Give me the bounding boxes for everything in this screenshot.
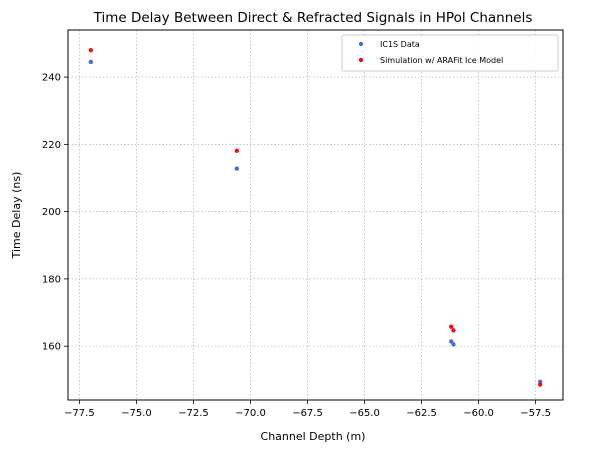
legend-marker-simulation — [358, 57, 364, 63]
x-tick-label: −72.5 — [178, 408, 209, 419]
x-tick-label: −65.0 — [349, 408, 380, 419]
data-point-simulation — [537, 382, 543, 387]
data-point-ic1s — [88, 59, 94, 65]
x-tick-label: −67.5 — [292, 408, 323, 419]
y-tick-label: 160 — [42, 342, 61, 353]
data-point-simulation — [88, 47, 94, 53]
y-tick-label: 180 — [42, 274, 61, 285]
plot-frame — [67, 29, 564, 401]
legend-marker-ic1s — [358, 41, 364, 47]
x-axis-label: Channel Depth (m) — [261, 430, 366, 443]
x-tick-label: −70.0 — [235, 408, 266, 419]
y-tick-label: 200 — [42, 207, 61, 218]
y-tick-label: 220 — [42, 140, 61, 151]
plot-area — [68, 30, 563, 400]
y-tick-label: 240 — [42, 73, 61, 84]
x-tick-label: −77.5 — [64, 408, 95, 419]
y-axis-ticks: 160 180 200 220 240 — [42, 73, 68, 353]
grid-lines — [68, 30, 563, 400]
y-axis-label: Time Delay (ns) — [10, 172, 23, 260]
chart-title: Time Delay Between Direct & Refracted Si… — [93, 10, 533, 26]
data-points — [88, 47, 543, 387]
x-tick-label: −57.5 — [520, 408, 551, 419]
legend-label-ic1s: IC1S Data — [380, 40, 420, 49]
legend-label-simulation: Simulation w/ ARAFit Ice Model — [380, 56, 503, 65]
data-point-simulation — [449, 324, 454, 329]
x-axis-ticks: −77.5 −75.0 −72.5 −70.0 −67.5 −65.0 −62.5 −60.0… — [64, 400, 551, 419]
data-point-ic1s — [234, 166, 240, 171]
legend-box — [341, 34, 559, 72]
data-point-simulation — [234, 148, 240, 153]
data-point-ic1s — [451, 342, 456, 347]
x-tick-label: −60.0 — [463, 408, 494, 419]
x-tick-label: −62.5 — [406, 408, 437, 419]
data-point-simulation — [451, 328, 456, 333]
legend: IC1S Data Simulation w/ ARAFit Ice Model — [341, 34, 559, 72]
data-point-ic1s — [449, 339, 454, 344]
x-tick-label: −75.0 — [121, 408, 152, 419]
